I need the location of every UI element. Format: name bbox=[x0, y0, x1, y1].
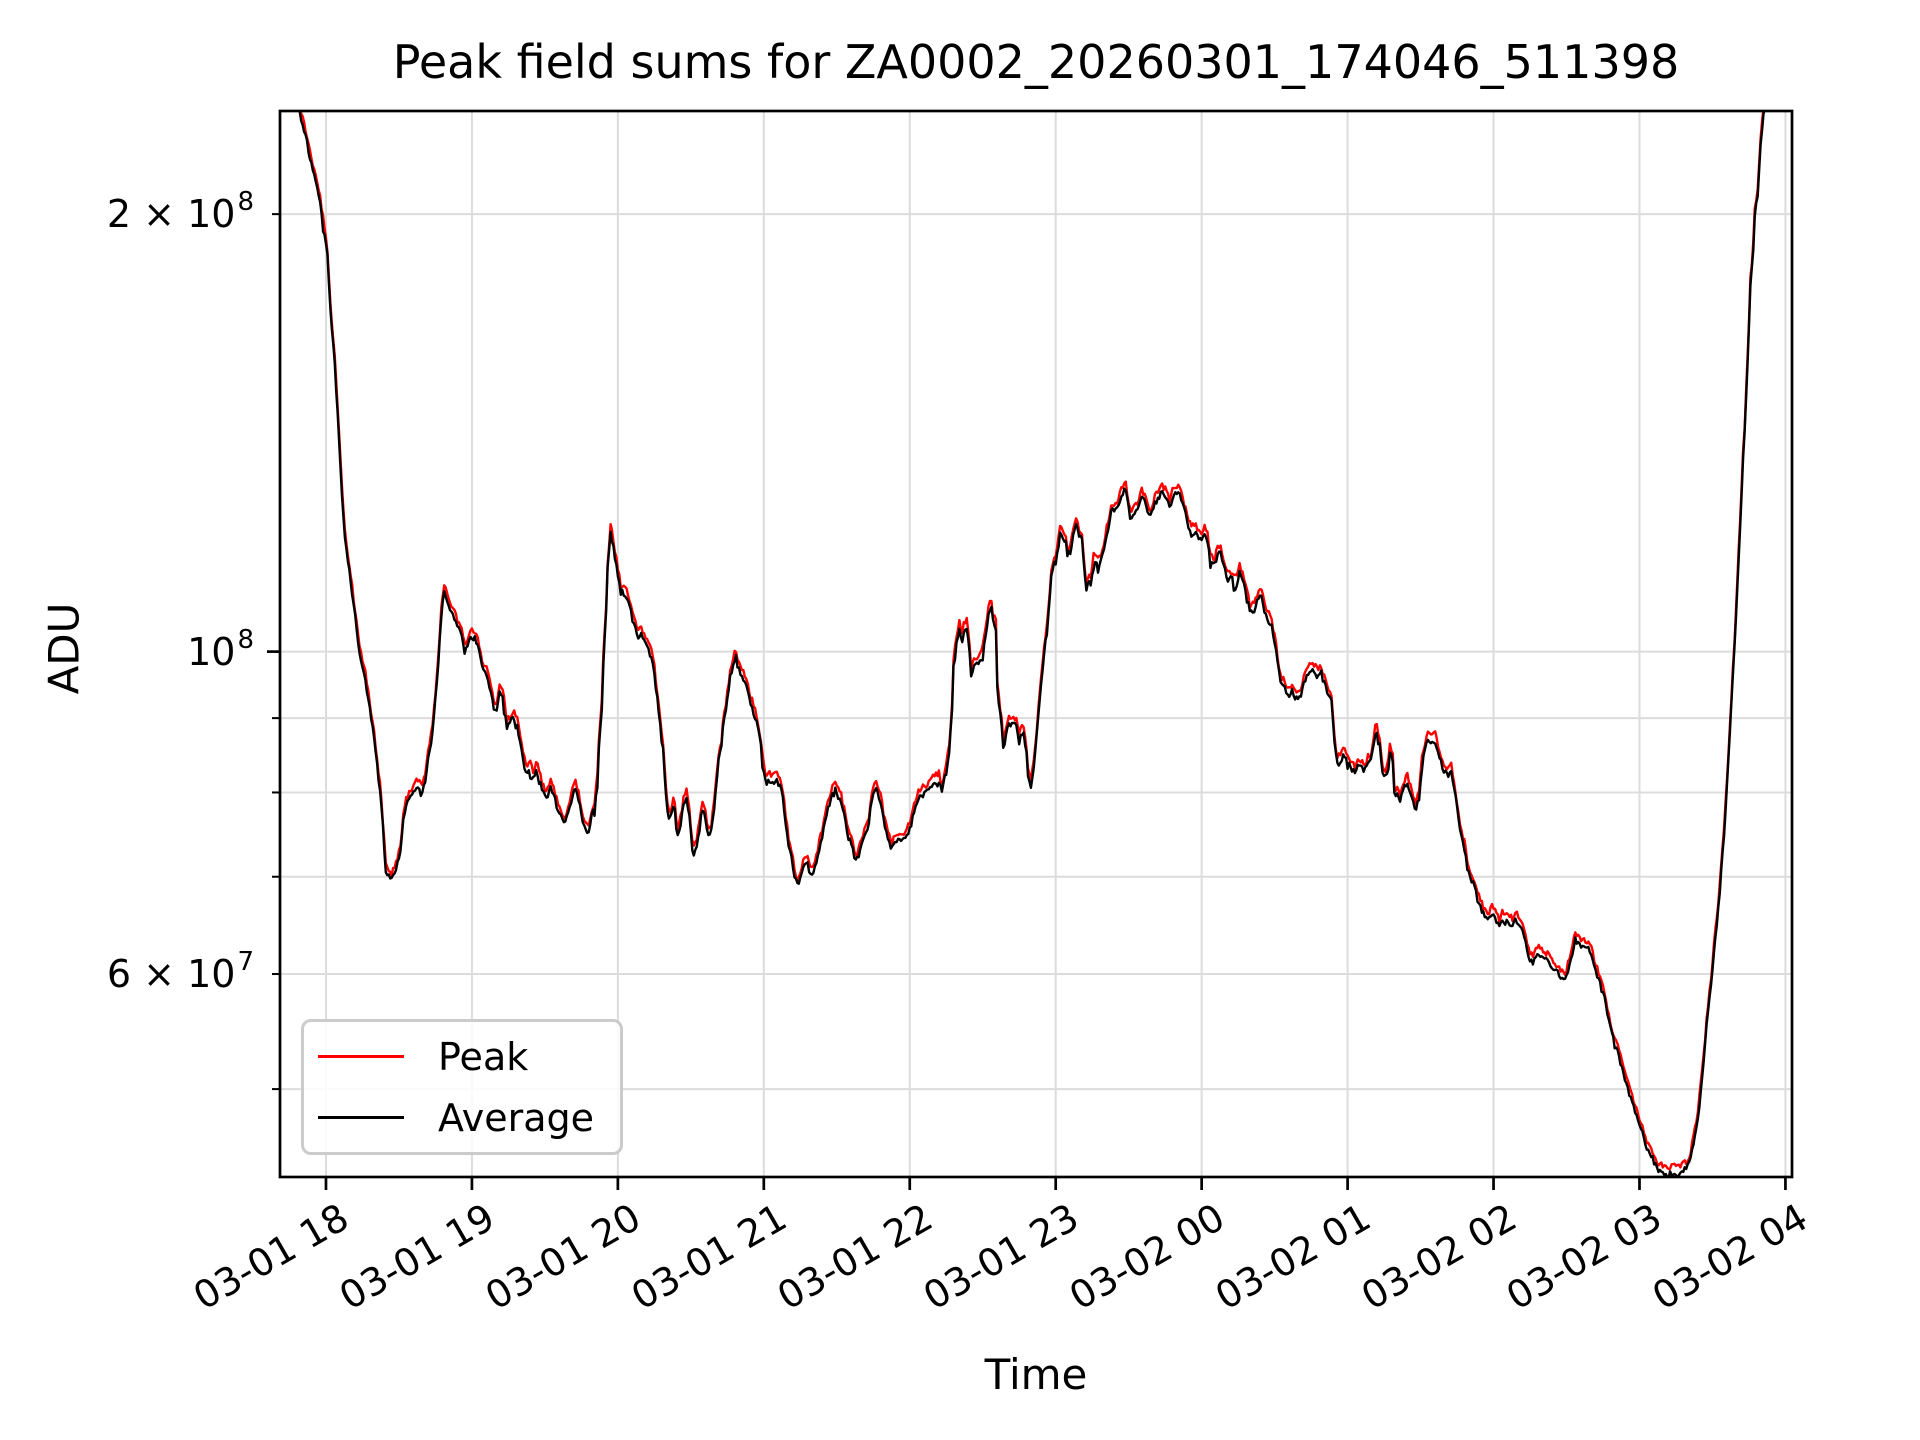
series-peak-line bbox=[299, 111, 1765, 1171]
legend-entry-average: Average bbox=[304, 1088, 620, 1148]
plot-frame bbox=[278, 109, 1794, 1179]
legend-entry-peak: Peak bbox=[304, 1027, 620, 1087]
series-average-line bbox=[298, 111, 1766, 1177]
average-line-swatch bbox=[318, 1116, 404, 1119]
y-tick-label-100e6: 10 8 bbox=[187, 624, 254, 674]
chart-title: Peak field sums for ZA0002_20260301_1740… bbox=[392, 35, 1680, 89]
legend-label-peak: Peak bbox=[438, 1034, 529, 1079]
legend-label-average: Average bbox=[438, 1095, 595, 1140]
y-tick-label-60e6: 6 × 10 7 bbox=[106, 947, 254, 997]
y-tick-label-200e6: 2 × 10 8 bbox=[106, 187, 254, 237]
peak-line-swatch bbox=[318, 1055, 404, 1058]
x-axis-label: Time bbox=[984, 1350, 1088, 1399]
legend: Peak Average bbox=[301, 1019, 623, 1155]
gridlines bbox=[280, 111, 1792, 1177]
